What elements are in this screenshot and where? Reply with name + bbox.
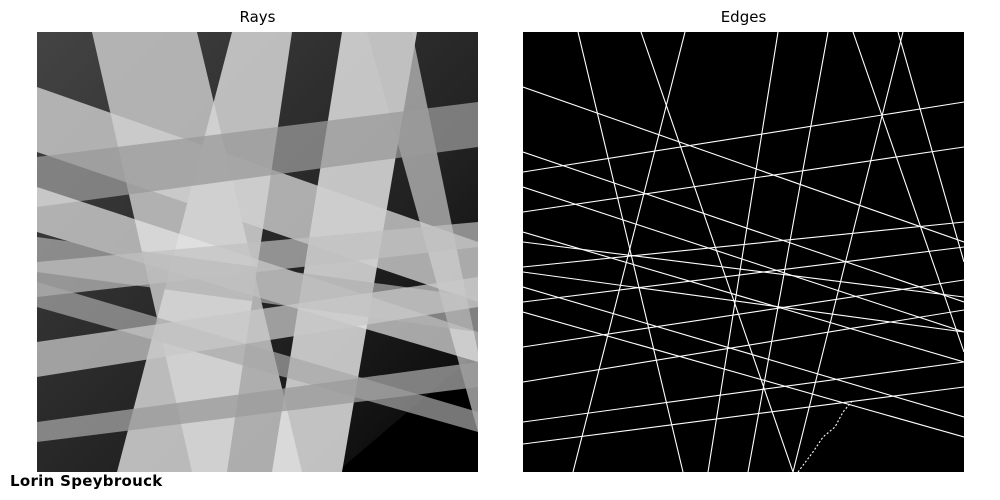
rays-image bbox=[37, 32, 478, 472]
ray-band bbox=[37, 222, 478, 297]
edges-panel: Edges bbox=[523, 0, 964, 500]
ray-band bbox=[37, 102, 478, 207]
rays-panel: Rays bbox=[37, 0, 478, 500]
ray-band bbox=[37, 277, 478, 377]
edges-image bbox=[523, 32, 964, 472]
ray-band bbox=[37, 362, 478, 442]
edges-title: Edges bbox=[720, 8, 767, 26]
rays-title: Rays bbox=[239, 8, 276, 26]
author-watermark: Lorin Speybrouck bbox=[10, 472, 163, 490]
